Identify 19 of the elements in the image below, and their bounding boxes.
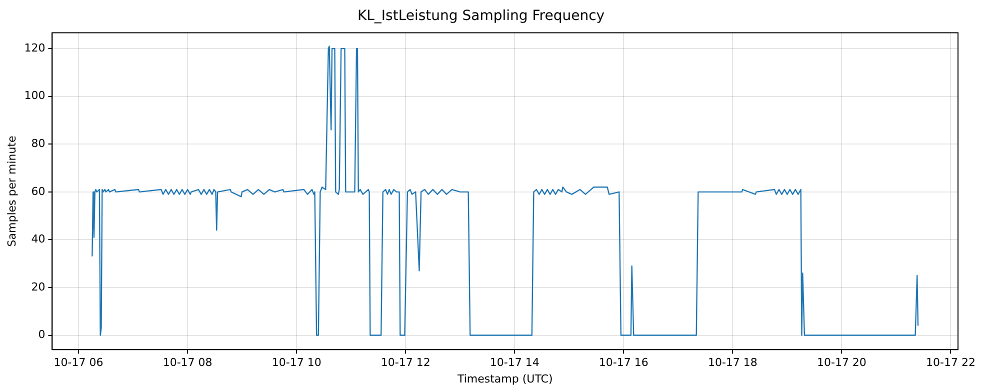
x-tick-label: 10-17 10 bbox=[272, 356, 322, 370]
y-tick-label: 100 bbox=[24, 89, 46, 102]
y-axis-title: Samples per minute bbox=[5, 135, 18, 247]
x-tick-label: 10-17 16 bbox=[598, 356, 648, 370]
y-tick-label: 120 bbox=[24, 41, 46, 54]
x-tick-label: 10-17 22 bbox=[926, 356, 976, 370]
x-tick-label: 10-17 14 bbox=[490, 356, 540, 370]
x-tick-label: 10-17 18 bbox=[708, 356, 758, 370]
y-tick-label: 60 bbox=[31, 184, 46, 198]
x-tick-label: 10-17 12 bbox=[380, 356, 430, 370]
x-axis-title: Timestamp (UTC) bbox=[456, 372, 553, 386]
y-tick-label: 80 bbox=[31, 136, 46, 150]
y-tick-label: 0 bbox=[38, 328, 46, 342]
y-tick-label: 40 bbox=[31, 232, 46, 246]
chart-title: KL_IstLeistung Sampling Frequency bbox=[357, 8, 605, 24]
x-tick-label: 10-17 20 bbox=[816, 356, 866, 370]
x-tick-label: 10-17 06 bbox=[54, 356, 104, 370]
y-tick-label: 20 bbox=[31, 280, 46, 294]
x-tick-label: 10-17 08 bbox=[162, 356, 212, 370]
